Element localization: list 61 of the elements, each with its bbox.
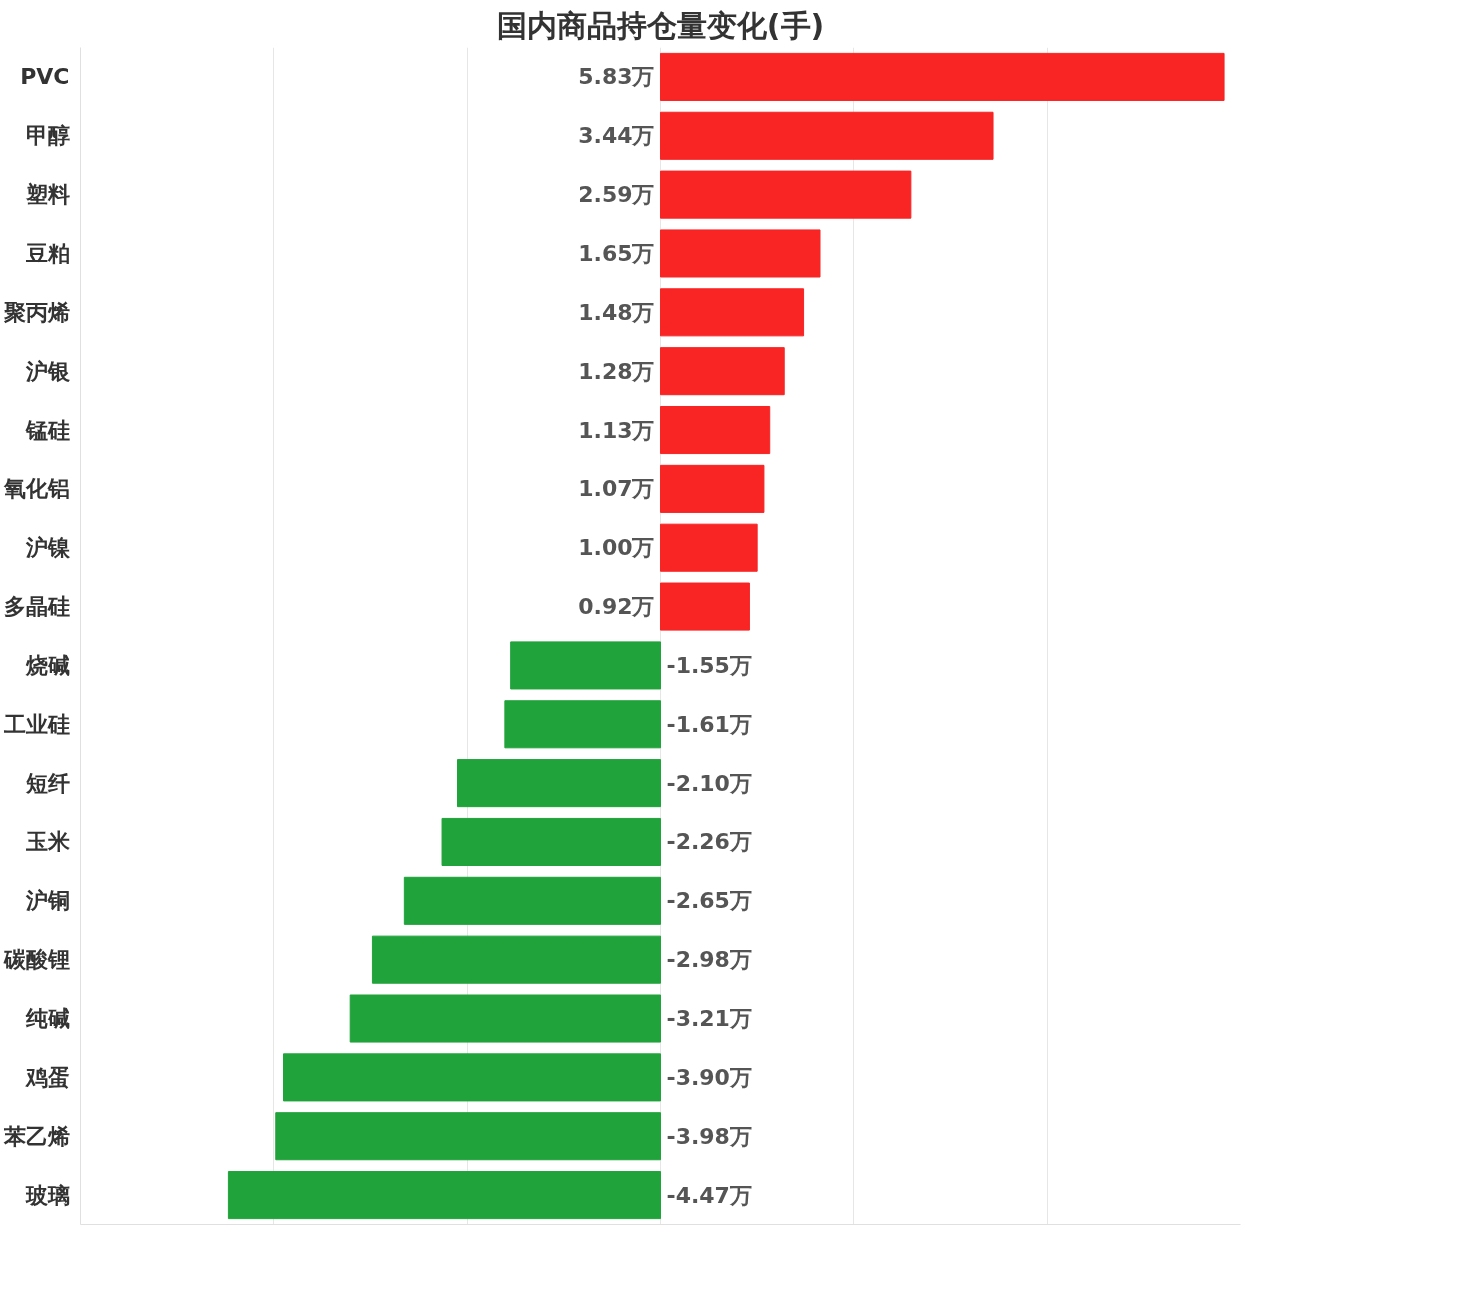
bar xyxy=(660,288,805,337)
data-label: -2.10万 xyxy=(666,770,752,796)
bar xyxy=(510,641,661,690)
data-label: -4.47万 xyxy=(666,1182,752,1208)
y-tick-label: 苯乙烯 xyxy=(2,1123,70,1149)
data-label: 1.48万 xyxy=(578,299,655,325)
y-tick-label: 塑料 xyxy=(24,182,70,208)
bar xyxy=(441,817,661,867)
y-tick-label: 玻璃 xyxy=(24,1182,70,1208)
y-tick-label: 纯碱 xyxy=(24,1006,70,1032)
y-tick-label: 沪银 xyxy=(24,358,71,384)
bar xyxy=(660,347,785,396)
bar xyxy=(403,876,661,925)
data-label: -2.65万 xyxy=(666,888,752,914)
data-label: 5.83万 xyxy=(578,64,655,90)
data-label: -3.21万 xyxy=(666,1006,752,1032)
data-label: -3.98万 xyxy=(666,1123,752,1149)
bar xyxy=(504,700,661,749)
bar xyxy=(660,111,994,160)
y-tick-label: 氧化铝 xyxy=(2,476,70,502)
y-tick-label: 短纤 xyxy=(24,770,70,796)
y-tick-label: 工业硅 xyxy=(2,711,70,737)
data-label: 1.65万 xyxy=(578,240,655,266)
y-tick-label: 碳酸锂 xyxy=(2,947,70,973)
y-tick-label: 沪镍 xyxy=(24,535,71,561)
data-label: -1.61万 xyxy=(666,711,752,737)
bar xyxy=(227,1171,661,1220)
bar xyxy=(660,464,765,513)
bar xyxy=(371,935,661,984)
bar xyxy=(275,1112,661,1161)
bar xyxy=(660,582,750,631)
bar xyxy=(660,405,771,455)
bar xyxy=(283,1053,661,1102)
data-label: 2.59万 xyxy=(578,182,655,208)
data-label: 1.13万 xyxy=(578,417,655,443)
y-tick-label: 甲醇 xyxy=(25,123,70,149)
y-tick-label: 聚丙烯 xyxy=(2,299,70,325)
y-tick-label: 玉米 xyxy=(24,829,71,855)
y-tick-label: PVC xyxy=(20,64,70,90)
data-label: 3.44万 xyxy=(578,123,655,149)
bar xyxy=(457,759,661,808)
y-tick-label: 多晶硅 xyxy=(3,594,70,620)
y-tick-label: 沪铜 xyxy=(24,888,70,914)
bar xyxy=(660,52,1225,101)
chart-title: 国内商品持仓量变化(手) xyxy=(496,7,825,43)
data-label: 1.00万 xyxy=(578,535,655,561)
data-label: 1.07万 xyxy=(578,476,655,502)
bar xyxy=(349,994,661,1043)
data-label: -3.90万 xyxy=(666,1064,752,1090)
bar xyxy=(660,523,758,572)
data-label: 0.92万 xyxy=(578,594,655,620)
data-label: 1.28万 xyxy=(578,358,655,384)
bar xyxy=(660,229,821,278)
data-label: -2.26万 xyxy=(666,829,752,855)
bar xyxy=(660,170,912,219)
y-tick-label: 鸡蛋 xyxy=(24,1064,70,1090)
y-tick-label: 豆粕 xyxy=(24,240,70,266)
data-label: -2.98万 xyxy=(666,947,752,973)
y-tick-label: 烧碱 xyxy=(24,652,70,678)
y-tick-label: 锰硅 xyxy=(24,417,70,443)
data-label: -1.55万 xyxy=(666,652,752,678)
